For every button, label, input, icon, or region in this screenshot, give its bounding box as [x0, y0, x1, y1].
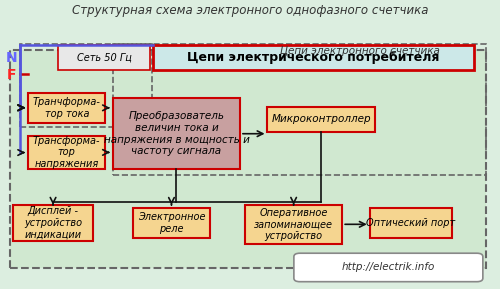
FancyBboxPatch shape [28, 136, 106, 169]
Text: Преобразователь
величин тока и
напряжения в мощность и
частоту сигнала: Преобразователь величин тока и напряжени… [104, 111, 250, 156]
FancyBboxPatch shape [58, 45, 150, 70]
Text: Сеть 50 Гц: Сеть 50 Гц [76, 53, 132, 62]
FancyBboxPatch shape [28, 93, 106, 123]
Text: Дисплей -
устройство
индикации: Дисплей - устройство индикации [24, 206, 82, 240]
Text: F: F [7, 68, 16, 82]
Text: Цепи электронного счетчика: Цепи электронного счетчика [280, 46, 440, 56]
FancyBboxPatch shape [268, 107, 374, 131]
Text: N: N [6, 51, 18, 65]
FancyBboxPatch shape [245, 205, 342, 244]
Text: Оптический порт: Оптический порт [366, 218, 456, 228]
FancyBboxPatch shape [133, 208, 210, 238]
Text: Трансформа-
тор
напряжения: Трансформа- тор напряжения [33, 136, 100, 169]
FancyBboxPatch shape [294, 253, 483, 282]
FancyBboxPatch shape [13, 205, 93, 241]
FancyBboxPatch shape [10, 50, 486, 268]
Text: http://electrik.info: http://electrik.info [342, 262, 435, 273]
Text: Структурная схема электронного однофазного счетчика: Структурная схема электронного однофазно… [72, 4, 428, 17]
Text: Электронное
реле: Электронное реле [138, 212, 205, 234]
Text: Микроконтроллер: Микроконтроллер [271, 114, 371, 124]
FancyBboxPatch shape [113, 99, 240, 169]
FancyBboxPatch shape [153, 45, 474, 70]
Text: Транчформа-
тор тока: Транчформа- тор тока [33, 97, 100, 118]
Text: Оперативное
запоминающее
устройство: Оперативное запоминающее устройство [254, 208, 333, 241]
Text: Цепи электрического потребителя: Цепи электрического потребителя [188, 51, 440, 64]
FancyBboxPatch shape [370, 208, 452, 238]
